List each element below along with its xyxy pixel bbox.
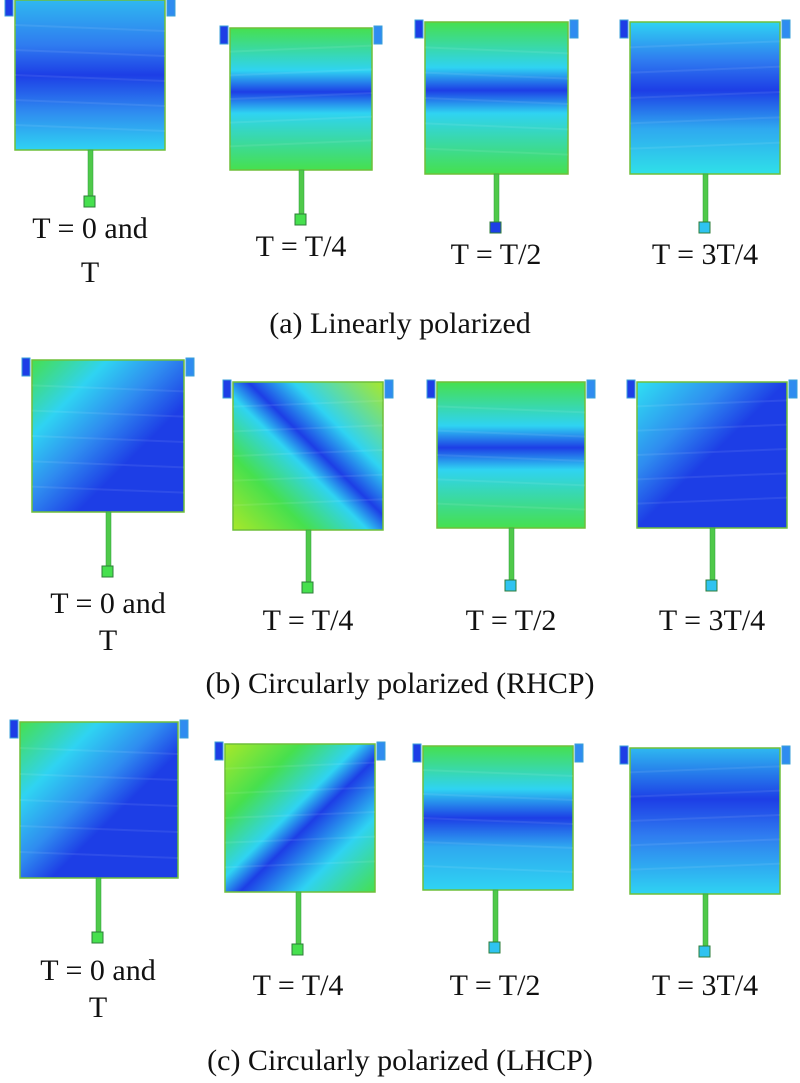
time-label-line2: T	[89, 991, 107, 1024]
patch-panel	[626, 379, 798, 592]
feed-pad	[698, 221, 711, 234]
patch-panel	[214, 741, 386, 956]
patch-panel	[4, 0, 176, 208]
port-tab-left	[219, 25, 229, 45]
port-tab-right	[384, 379, 394, 399]
field-contour-patch	[14, 0, 166, 151]
feed-line	[95, 877, 102, 933]
feed-pad	[489, 221, 502, 234]
feed-line	[702, 893, 709, 947]
feed-pad	[101, 565, 114, 578]
feed-line	[295, 891, 302, 945]
feed-line	[508, 527, 515, 581]
port-tab-right	[586, 379, 596, 399]
patch-panel	[21, 357, 195, 578]
patch-panel	[414, 19, 579, 234]
port-tab-left	[414, 19, 424, 39]
feed-line	[492, 889, 499, 943]
port-tab-left	[412, 743, 422, 763]
feed-pad	[698, 945, 711, 958]
feed-line	[87, 149, 94, 197]
time-label: T = 3T/4	[652, 969, 758, 1002]
feed-pad	[705, 579, 718, 592]
time-label: T = T/2	[450, 969, 541, 1002]
field-contour-patch	[629, 21, 781, 175]
port-tab-right	[569, 19, 579, 39]
field-contour-patch	[629, 747, 781, 895]
port-tab-left	[4, 0, 14, 17]
port-tab-left	[626, 379, 636, 399]
patch-panel	[222, 379, 394, 594]
patch-panel	[426, 379, 596, 592]
patch-panel	[619, 745, 791, 958]
time-label: T = T/4	[263, 604, 354, 637]
port-tab-right	[185, 357, 195, 377]
feed-pad	[83, 195, 96, 208]
patch-panel	[412, 743, 584, 954]
port-tab-left	[9, 719, 19, 739]
port-tab-right	[373, 25, 383, 45]
port-tab-left	[21, 357, 31, 377]
feed-line	[305, 529, 312, 583]
feed-line	[298, 169, 305, 215]
field-contour-patch	[229, 27, 373, 171]
field-contour-patch	[424, 21, 569, 175]
time-label: T = 3T/4	[659, 604, 765, 637]
field-contour-patch	[636, 381, 788, 529]
port-tab-right	[376, 741, 386, 761]
feed-pad	[294, 213, 307, 226]
time-label: T = T/2	[451, 238, 542, 271]
feed-pad	[504, 579, 517, 592]
port-tab-right	[166, 0, 176, 17]
port-tab-right	[781, 745, 791, 765]
feed-pad	[488, 941, 501, 954]
subfigure-caption: (b) Circularly polarized (RHCP)	[205, 667, 594, 700]
port-tab-left	[222, 379, 232, 399]
feed-pad	[91, 931, 104, 944]
port-tab-right	[781, 19, 791, 39]
feed-pad	[291, 943, 304, 956]
feed-line	[702, 173, 709, 223]
subfigure-caption: (c) Circularly polarized (LHCP)	[207, 1044, 593, 1077]
time-label-line2: T	[99, 624, 117, 657]
field-contour-patch	[224, 743, 376, 893]
field-contour-patch	[31, 359, 185, 513]
field-contour-patch	[19, 721, 179, 879]
time-label: T = T/4	[256, 230, 347, 263]
patch-panel	[9, 719, 189, 944]
field-contour-patch	[422, 745, 574, 891]
time-label: T = 0 and	[40, 954, 156, 987]
field-contour-patch	[436, 381, 586, 529]
port-tab-left	[426, 379, 436, 399]
port-tab-right	[788, 379, 798, 399]
time-label: T = T/4	[253, 969, 344, 1002]
time-label: T = T/2	[466, 604, 557, 637]
port-tab-right	[179, 719, 189, 739]
port-tab-left	[619, 19, 629, 39]
feed-line	[493, 173, 500, 223]
port-tab-right	[574, 743, 584, 763]
patch-panel	[219, 25, 383, 226]
feed-line	[105, 511, 112, 567]
feed-line	[709, 527, 716, 581]
feed-pad	[301, 581, 314, 594]
time-label-line2: T	[81, 256, 99, 289]
patch-panel	[619, 19, 791, 234]
port-tab-left	[214, 741, 224, 761]
subfigure-caption: (a) Linearly polarized	[269, 307, 531, 340]
time-label: T = 0 and	[50, 587, 166, 620]
time-label: T = 0 and	[32, 212, 148, 245]
time-label: T = 3T/4	[652, 238, 758, 271]
port-tab-left	[619, 745, 629, 765]
